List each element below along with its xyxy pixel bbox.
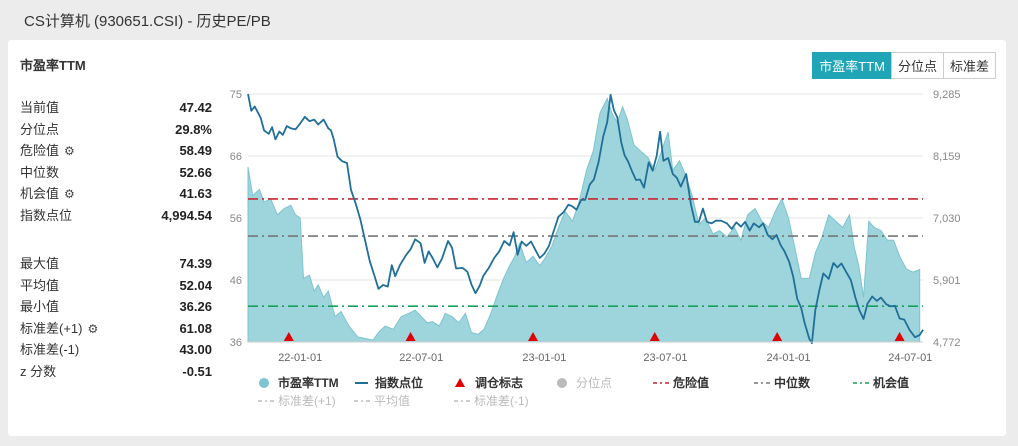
legend-label: 市盈率TTM: [278, 375, 339, 390]
y-left-tick-label: 56: [230, 213, 242, 225]
stat-value: 43.00: [179, 342, 212, 357]
legend-label: 标准差(-1): [474, 394, 529, 408]
y-right-tick-label: 7,030: [933, 213, 961, 225]
rebalance-marker: [405, 332, 416, 341]
stat-row: 危险值 ⚙ 58.49: [20, 140, 212, 162]
stat-row: z 分数 -0.51: [20, 361, 212, 383]
legend-item[interactable]: 调仓标志: [455, 375, 523, 390]
y-left-tick-label: 46: [230, 275, 242, 287]
rebalance-marker: [527, 332, 538, 341]
legend-label: 标准差(+1): [278, 394, 336, 408]
stat-label: 平均值: [20, 277, 60, 293]
stats-panel: 当前值 47.42 分位点 29.8% 危险值 ⚙ 58.49 中位数 52.66 机会值 ⚙ 41.…: [20, 97, 212, 382]
legend-label: 分位点: [576, 375, 612, 390]
stat-row: 中位数 52.66: [20, 162, 212, 184]
legend-item[interactable]: 机会值: [853, 375, 909, 390]
rebalance-marker: [649, 332, 660, 341]
legend-label: 调仓标志: [475, 375, 523, 390]
y-left-tick-label: 66: [230, 151, 242, 163]
stat-value: 52.04: [179, 277, 212, 293]
stats-group-current: 当前值 47.42 分位点 29.8% 危险值 ⚙ 58.49 中位数 52.66 机会值 ⚙ 41.…: [20, 97, 212, 226]
stat-label: 最小值: [20, 299, 60, 314]
x-tick-label: 22-07-01: [399, 352, 443, 364]
stat-row: 标准差(-1) 43.00: [20, 339, 212, 361]
legend-item[interactable]: 分位点: [557, 375, 612, 390]
x-tick-label: 24-07-01: [888, 352, 932, 364]
legend-label: 机会值: [873, 375, 909, 390]
rebalance-marker: [283, 332, 294, 341]
stat-value: 36.26: [179, 299, 212, 314]
legend-dot-icon: [557, 378, 567, 388]
x-tick-label: 22-01-01: [278, 352, 322, 364]
rebalance-marker: [894, 332, 905, 341]
pe-card: 市盈率TTM 市盈率TTM 分位点 标准差 当前值 47.42 分位点 29.8% 危险…: [8, 40, 1006, 436]
stat-label: 危险值 ⚙: [20, 143, 75, 158]
stat-label: 标准差(+1) ⚙: [20, 320, 99, 336]
legend-triangle-icon: [455, 378, 465, 387]
stat-label: 分位点: [20, 121, 60, 137]
legend-item[interactable]: 中位数: [754, 375, 811, 390]
pe-chart: 36 4,772 46 5,901 56 7,030 66 8,159 75 9,285 22-01…: [230, 89, 961, 408]
stat-label: 当前值: [20, 100, 60, 115]
tab-std-dev[interactable]: 标准差: [942, 52, 996, 79]
legend-item[interactable]: 标准差(+1): [258, 394, 336, 408]
stat-row: 机会值 ⚙ 41.63: [20, 183, 212, 205]
stat-label: 机会值 ⚙: [20, 186, 75, 201]
stat-row: 当前值 47.42: [20, 97, 212, 119]
stat-label: 指数点位: [20, 207, 73, 223]
legend-label: 中位数: [774, 375, 811, 390]
x-tick-label: 23-01-01: [522, 352, 566, 364]
stat-row: 指数点位 4,994.54: [20, 205, 212, 227]
card-title: 市盈率TTM: [20, 58, 86, 73]
y-right-tick-label: 5,901: [933, 275, 961, 287]
gear-icon[interactable]: ⚙: [87, 321, 99, 336]
stat-row: 标准差(+1) ⚙ 61.08: [20, 318, 212, 340]
stat-label: 最大值: [20, 256, 60, 271]
stat-value: 41.63: [179, 186, 212, 201]
gear-icon[interactable]: ⚙: [64, 187, 75, 201]
stat-value: 52.66: [179, 164, 212, 180]
stat-value: 58.49: [179, 143, 212, 158]
stats-group-summary: 最大值 74.39 平均值 52.04 最小值 36.26 标准差(+1) ⚙ 61.08 标准差…: [20, 253, 212, 382]
y-left-tick-label: 36: [230, 337, 242, 349]
legend-item[interactable]: 平均值: [354, 393, 410, 408]
rebalance-marker: [772, 332, 783, 341]
stat-row: 平均值 52.04: [20, 275, 212, 297]
legend-label: 平均值: [374, 393, 410, 408]
stat-label: z 分数: [20, 363, 57, 379]
page-title: CS计算机 (930651.CSI) - 历史PE/PB: [24, 13, 271, 30]
legend-item[interactable]: 市盈率TTM: [259, 375, 339, 390]
y-right-tick-label: 9,285: [933, 89, 961, 101]
stat-label: 中位数: [20, 164, 60, 180]
y-right-tick-label: 4,772: [933, 337, 961, 349]
stat-value: 4,994.54: [161, 207, 212, 223]
legend-dot-icon: [259, 378, 269, 388]
stat-row: 最小值 36.26: [20, 296, 212, 318]
pe-ttm-area: [247, 97, 921, 343]
stat-value: 29.8%: [175, 121, 212, 137]
stat-value: 61.08: [179, 320, 212, 336]
stat-value: 47.42: [179, 100, 212, 115]
x-tick-label: 24-01-01: [767, 352, 811, 364]
legend-label: 危险值: [672, 375, 709, 390]
legend-label: 指数点位: [375, 375, 423, 390]
legend-item[interactable]: 标准差(-1): [454, 394, 529, 408]
index-line: [247, 93, 924, 345]
metric-tabs: 市盈率TTM 分位点 标准差: [812, 52, 996, 79]
stat-value: -0.51: [182, 363, 212, 379]
y-right-tick-label: 8,159: [933, 151, 961, 163]
stat-row: 最大值 74.39: [20, 253, 212, 275]
y-left-tick-label: 75: [230, 89, 242, 101]
legend-item[interactable]: 危险值: [653, 375, 709, 390]
stat-value: 74.39: [179, 256, 212, 271]
stat-row: 分位点 29.8%: [20, 119, 212, 141]
x-tick-label: 23-07-01: [643, 352, 687, 364]
legend-item[interactable]: 指数点位: [355, 375, 423, 390]
gear-icon[interactable]: ⚙: [64, 144, 75, 158]
stat-label: 标准差(-1): [20, 342, 80, 357]
